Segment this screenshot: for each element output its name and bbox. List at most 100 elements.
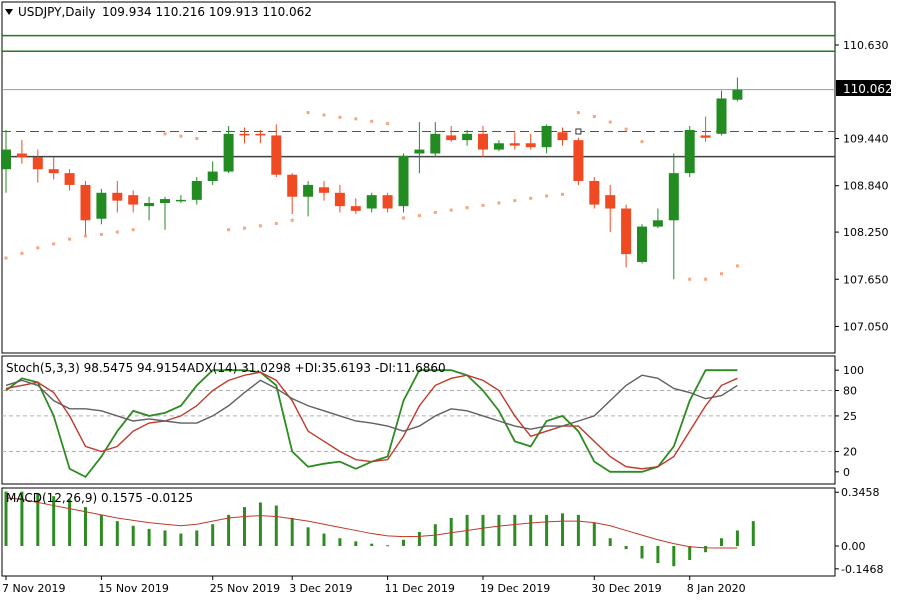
macd-bar	[52, 496, 56, 546]
macd-bar	[227, 514, 231, 546]
candle-body	[493, 143, 504, 150]
sar-dot	[608, 120, 612, 124]
candle-body	[716, 98, 727, 134]
candle-body	[382, 195, 393, 209]
stoch-tick-label: 0	[843, 466, 850, 479]
price-tick-label: 108.250	[843, 226, 889, 239]
macd-bar	[354, 541, 358, 546]
price-tick-label: 107.650	[843, 273, 889, 286]
stoch-panel-frame	[1, 355, 836, 485]
macd-bar	[672, 546, 676, 567]
stoch-tick-label: 80	[843, 385, 857, 398]
macd-bar	[608, 538, 612, 546]
macd-bar	[20, 491, 24, 546]
sar-dot	[417, 214, 421, 218]
macd-bar	[163, 530, 167, 546]
stoch-tick-label: 100	[843, 364, 864, 377]
candle-body	[175, 199, 186, 202]
macd-bar	[513, 514, 517, 546]
collapse-triangle-icon[interactable]	[5, 9, 13, 15]
price-tick-label: 110.630	[843, 39, 889, 52]
macd-bar	[68, 499, 72, 546]
candle-body	[398, 155, 409, 207]
adx-label: ADX(14) 31.0298 +DI:35.6193 -DI:11.6860	[187, 361, 446, 375]
price-marker	[575, 128, 582, 135]
sar-dot	[465, 206, 469, 210]
current-price-badge	[836, 80, 891, 96]
macd-bar	[195, 530, 199, 546]
candle-body	[732, 89, 743, 100]
macd-bar	[290, 518, 294, 546]
candle-body	[605, 195, 616, 209]
stoch-layer	[2, 369, 835, 479]
sar-dot	[720, 272, 723, 276]
macd-bar	[243, 507, 246, 546]
x-tick-label: 25 Nov 2019	[210, 582, 280, 595]
candle-body	[509, 143, 520, 146]
macd-bar	[561, 513, 564, 546]
macd-bar	[274, 505, 278, 546]
macd-bar	[386, 545, 390, 547]
macd-bar	[735, 530, 739, 546]
candle-body	[96, 192, 107, 219]
candle-body	[366, 195, 377, 209]
candle-body	[287, 174, 298, 197]
symbol-label: USDJPY,Daily	[18, 5, 96, 19]
sar-dot	[338, 115, 342, 119]
sar-dot	[99, 232, 103, 236]
macd-bar	[322, 533, 326, 546]
candle-body	[271, 135, 282, 175]
candle-body	[239, 133, 250, 136]
macd-bar	[99, 514, 103, 546]
macd-bar	[720, 538, 723, 546]
ohlc-text: 109.934 110.216 109.913 110.062	[102, 5, 312, 19]
sar-dot	[545, 194, 549, 198]
macd-bar	[545, 514, 549, 546]
sar-dot	[36, 246, 40, 250]
sar-dot	[354, 117, 358, 121]
candle-body	[621, 208, 632, 255]
macd-bar	[592, 522, 596, 546]
macd-tick-label: -0.1468	[841, 563, 883, 576]
sar-dot	[481, 203, 485, 207]
stoch-tick-label: 25	[843, 410, 857, 423]
macd-panel-frame	[1, 487, 836, 577]
stoch-tick-label: 20	[843, 446, 857, 459]
current-price-label: 110.062	[843, 82, 893, 96]
candle-body	[144, 203, 155, 207]
sar-dot	[163, 132, 167, 136]
candle-body	[525, 143, 536, 148]
candle-body	[16, 153, 27, 158]
candle-body	[255, 133, 266, 136]
candle-body	[462, 133, 473, 141]
macd-bar	[147, 528, 151, 546]
macd-bar	[4, 491, 8, 546]
macd-bar	[417, 532, 421, 546]
macd-bar	[131, 525, 135, 546]
candle-body	[303, 184, 314, 197]
macd-bar	[624, 546, 628, 550]
candle-body	[64, 173, 75, 185]
macd-label: MACD(12,26,9) 0.1575 -0.0125	[6, 491, 193, 505]
sar-dot	[592, 115, 596, 119]
candle-body	[191, 181, 202, 200]
sar-dot	[402, 216, 405, 220]
candle-body	[541, 125, 552, 148]
macd-bar	[529, 514, 533, 546]
macd-bar	[449, 518, 453, 546]
sar-dot	[322, 113, 326, 117]
x-tick-label: 7 Nov 2019	[2, 582, 65, 595]
macd-bar	[258, 502, 262, 546]
candle-body	[48, 169, 59, 174]
adx-line	[5, 374, 738, 432]
sar-dot	[688, 277, 692, 281]
candle-body	[430, 133, 441, 154]
candle-body	[319, 187, 329, 193]
macd-bar	[84, 507, 87, 546]
sar-dot	[4, 256, 8, 260]
candle-body	[80, 184, 91, 221]
stoch-label: Stoch(5,3,3) 98.5475 94.9154	[6, 361, 187, 375]
sar-dot	[179, 134, 183, 138]
price-tick-label: 109.440	[843, 133, 889, 146]
